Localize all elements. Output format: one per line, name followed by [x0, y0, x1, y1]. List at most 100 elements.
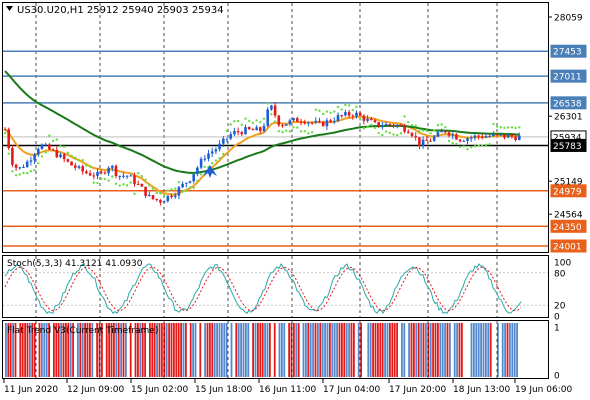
sar-dot	[199, 173, 203, 176]
candle-body	[307, 122, 310, 124]
sar-dot	[484, 143, 488, 147]
candle-body	[70, 161, 73, 166]
candle-body	[499, 134, 503, 136]
candle-body	[240, 132, 244, 135]
flat-trend-pane[interactable]: Flat Trend V3(Current Timeframe)	[2, 320, 549, 379]
candle-body	[11, 148, 14, 165]
candle-body	[33, 154, 36, 161]
flat-trend-bar	[307, 323, 310, 377]
candle-body	[395, 125, 399, 127]
flat-trend-bar	[206, 323, 209, 377]
flat-trend-bar	[501, 323, 504, 377]
sar-dot	[370, 123, 373, 127]
flat-trend-bar	[79, 323, 82, 377]
candle-body	[518, 135, 521, 140]
sar-dot	[155, 191, 158, 195]
candle-body	[166, 195, 170, 202]
sar-dot	[107, 179, 110, 182]
sar-dot	[518, 126, 521, 129]
flat-trend-bar	[216, 323, 218, 377]
flat-trend-bar	[180, 323, 182, 377]
flat-trend-bar	[235, 323, 238, 377]
sar-dot	[273, 120, 277, 123]
sar-dot	[462, 145, 465, 148]
sar-dot	[244, 117, 247, 120]
sar-dot	[314, 108, 317, 111]
sar-dot	[166, 189, 169, 192]
candle-body	[462, 140, 466, 142]
flat-trend-bar	[245, 323, 247, 377]
sar-dot	[29, 170, 33, 173]
time-label: 15 Jun 18:00	[195, 385, 252, 395]
sar-dot	[514, 126, 517, 130]
sar-dot	[373, 126, 377, 130]
flat-trend-bar	[115, 323, 118, 377]
price-label: 24564	[554, 211, 583, 221]
flat-trend-bar	[158, 323, 161, 377]
stochastic-pane[interactable]: Stoch(5,3,3) 41.3121 41.0930	[2, 255, 549, 318]
time-label: 17 Jun 20:00	[389, 385, 446, 395]
candle-body	[336, 115, 340, 121]
sar-dot	[159, 192, 162, 195]
candle-body	[222, 138, 225, 144]
flat-trend-bar	[338, 323, 341, 377]
price-tag	[550, 239, 587, 253]
candle-body	[59, 154, 62, 158]
sar-dot	[440, 123, 443, 126]
candle-body	[103, 172, 107, 174]
candle-body	[225, 138, 229, 140]
flat-trend-bar	[264, 323, 266, 377]
flat-trend-bar	[441, 323, 444, 377]
symbol-dropdown-icon[interactable]	[6, 6, 13, 11]
flat-trend-bar	[305, 323, 307, 377]
flat-trend-bar	[122, 323, 125, 377]
candle-body	[251, 129, 255, 131]
candle-body	[510, 134, 514, 137]
sar-dot	[451, 141, 454, 145]
candle-body	[159, 200, 162, 203]
flat-trend-bar	[343, 323, 346, 377]
flat-trend-bar	[324, 323, 326, 377]
sar-dot	[44, 151, 47, 154]
sar-dot	[344, 103, 347, 107]
sar-dot	[499, 126, 502, 129]
candle-body	[181, 183, 184, 188]
flat-trend-bar	[252, 323, 254, 377]
candle-body	[199, 158, 203, 168]
flat-trend-bar	[72, 323, 74, 377]
flat-trend-bar	[218, 323, 221, 377]
flat-trend-bar	[211, 323, 214, 377]
candle-body	[451, 134, 454, 136]
candle-body	[207, 153, 210, 159]
sar-dot	[196, 179, 199, 183]
candle-body	[447, 132, 451, 136]
candle-body	[492, 134, 495, 137]
stoch-axis-label: 100	[554, 259, 571, 269]
flat-trend-bar	[386, 323, 389, 377]
candle-body	[114, 165, 118, 177]
price-pane[interactable]: US30.U20,H1 25912 25940 25903 25934	[2, 2, 549, 253]
flat-trend-bar	[461, 323, 463, 377]
flat-trend-bar	[139, 323, 142, 377]
sar-dot	[285, 129, 288, 132]
sar-dot	[377, 131, 380, 135]
flat-trend-bar	[43, 323, 46, 377]
price-tag-label: 24979	[553, 187, 582, 197]
candle-body	[144, 186, 147, 196]
flat-trend-bar	[312, 323, 314, 377]
sar-dot	[366, 125, 369, 128]
sar-dot	[33, 169, 36, 172]
price-tag	[550, 96, 587, 110]
flat-trend-bar	[360, 323, 362, 377]
flat-trend-bar	[242, 323, 245, 377]
flat-trend-bar	[117, 323, 120, 377]
candle-body	[329, 120, 332, 122]
candle-body	[358, 112, 362, 116]
flat-trend-bar	[427, 323, 430, 377]
flat-trend-bar	[429, 323, 432, 377]
price-tag-label: 25934	[553, 133, 582, 143]
sar-dot	[185, 189, 188, 193]
flat-trend-bar	[89, 323, 91, 377]
